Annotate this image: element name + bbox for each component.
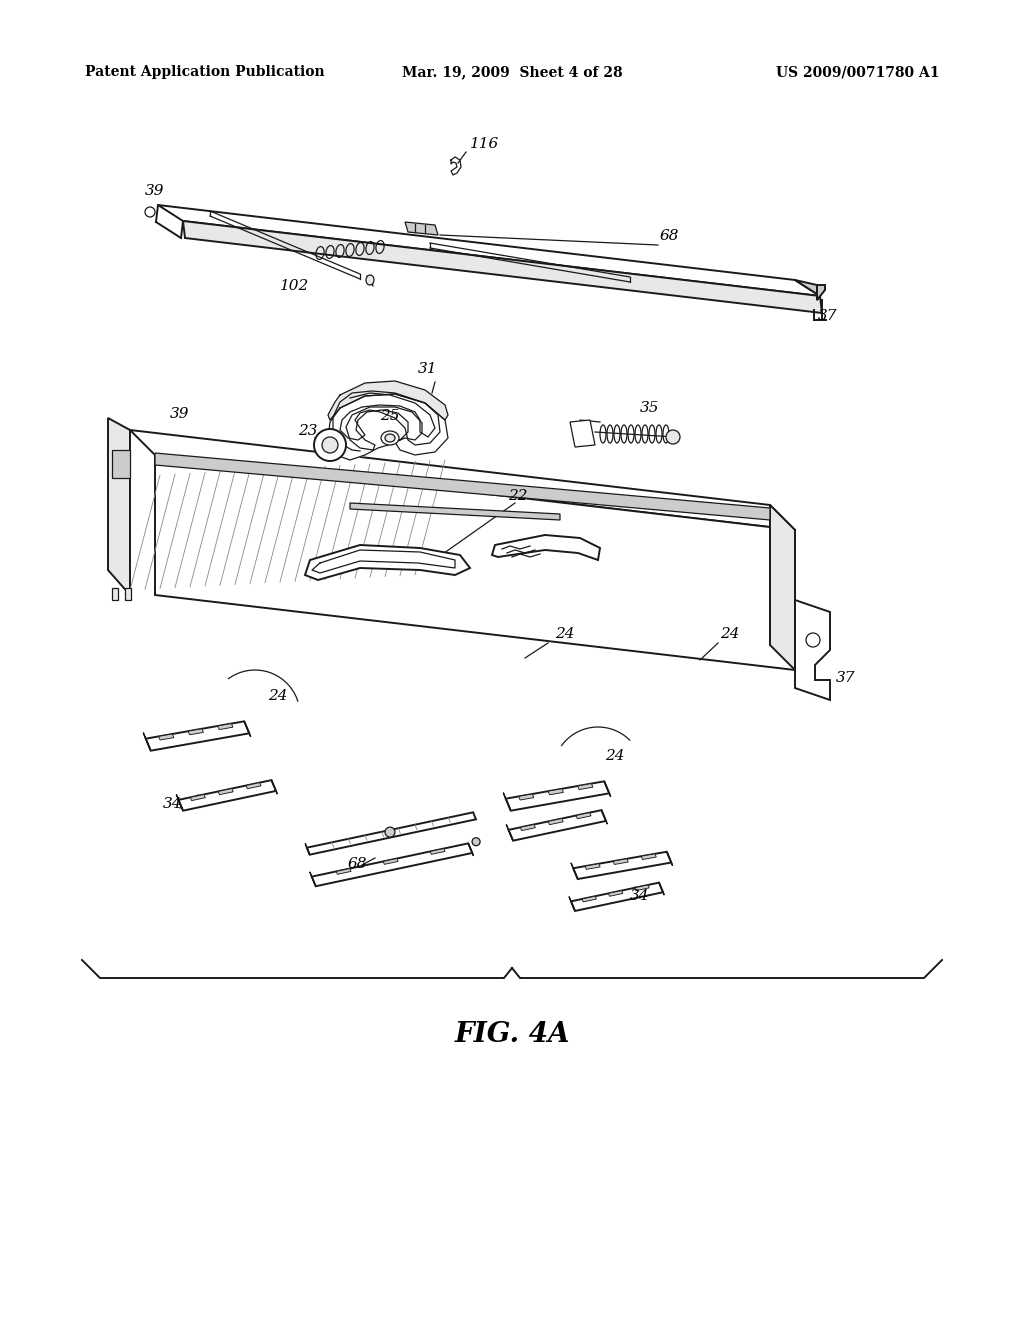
Polygon shape: [183, 220, 822, 313]
Polygon shape: [506, 781, 609, 810]
Polygon shape: [218, 723, 232, 730]
Polygon shape: [492, 535, 600, 560]
Polygon shape: [506, 825, 513, 841]
Polygon shape: [328, 381, 449, 420]
Polygon shape: [520, 825, 536, 830]
Ellipse shape: [381, 432, 399, 445]
Text: 68: 68: [660, 228, 680, 243]
Polygon shape: [246, 783, 261, 789]
Ellipse shape: [366, 275, 374, 285]
Polygon shape: [188, 729, 204, 735]
Polygon shape: [468, 843, 473, 855]
Polygon shape: [155, 453, 770, 520]
Polygon shape: [635, 884, 649, 891]
Polygon shape: [218, 788, 233, 795]
Bar: [125, 587, 131, 601]
Polygon shape: [585, 863, 600, 870]
Polygon shape: [176, 795, 183, 810]
Polygon shape: [770, 506, 795, 671]
Polygon shape: [571, 883, 663, 911]
Polygon shape: [430, 849, 445, 854]
Polygon shape: [659, 883, 665, 895]
Polygon shape: [641, 854, 656, 859]
Polygon shape: [158, 205, 820, 296]
Polygon shape: [795, 280, 820, 300]
Polygon shape: [604, 781, 610, 797]
Text: 37: 37: [836, 671, 855, 685]
Text: 22: 22: [508, 488, 527, 503]
Polygon shape: [608, 891, 623, 896]
Polygon shape: [582, 896, 596, 902]
Circle shape: [666, 430, 680, 444]
Polygon shape: [130, 430, 795, 531]
Text: 34: 34: [630, 888, 649, 903]
Text: 25: 25: [380, 409, 399, 422]
Polygon shape: [817, 285, 825, 300]
Polygon shape: [307, 812, 476, 854]
Circle shape: [385, 828, 395, 837]
Text: FIG. 4A: FIG. 4A: [455, 1022, 569, 1048]
Polygon shape: [518, 795, 534, 800]
Polygon shape: [328, 393, 449, 459]
Text: 24: 24: [268, 689, 288, 704]
Text: 34: 34: [163, 797, 182, 810]
Polygon shape: [571, 863, 578, 879]
Polygon shape: [112, 450, 130, 478]
Polygon shape: [159, 734, 174, 741]
Text: 39: 39: [170, 407, 189, 421]
Polygon shape: [577, 813, 591, 818]
Polygon shape: [190, 795, 206, 801]
Circle shape: [806, 634, 820, 647]
Text: Patent Application Publication: Patent Application Publication: [85, 65, 325, 79]
Polygon shape: [350, 503, 560, 520]
Polygon shape: [570, 420, 595, 447]
Polygon shape: [667, 851, 673, 866]
Polygon shape: [305, 843, 309, 854]
Text: 39: 39: [145, 183, 165, 198]
Text: 68: 68: [348, 857, 368, 871]
Polygon shape: [143, 733, 151, 751]
Polygon shape: [795, 601, 830, 700]
Text: 116: 116: [470, 137, 500, 150]
Circle shape: [472, 838, 480, 846]
Circle shape: [322, 437, 338, 453]
Polygon shape: [178, 780, 275, 810]
Polygon shape: [601, 810, 607, 824]
Ellipse shape: [385, 434, 395, 442]
Text: 24: 24: [605, 748, 625, 763]
Polygon shape: [503, 793, 511, 810]
Polygon shape: [271, 780, 278, 795]
Polygon shape: [509, 810, 606, 841]
Polygon shape: [108, 418, 130, 595]
Polygon shape: [245, 721, 251, 737]
Polygon shape: [548, 818, 563, 825]
Polygon shape: [569, 896, 575, 911]
Text: 31: 31: [418, 362, 437, 376]
Text: Mar. 19, 2009  Sheet 4 of 28: Mar. 19, 2009 Sheet 4 of 28: [401, 65, 623, 79]
Text: US 2009/0071780 A1: US 2009/0071780 A1: [776, 65, 940, 79]
Polygon shape: [573, 851, 672, 879]
Text: 24: 24: [720, 627, 739, 642]
Text: 35: 35: [640, 401, 659, 414]
Polygon shape: [309, 871, 315, 886]
Polygon shape: [311, 843, 472, 886]
Text: 102: 102: [280, 279, 309, 293]
Polygon shape: [145, 721, 249, 751]
Polygon shape: [578, 784, 593, 789]
Polygon shape: [613, 859, 629, 865]
Polygon shape: [548, 789, 563, 795]
Polygon shape: [383, 858, 398, 865]
Polygon shape: [406, 222, 438, 235]
Circle shape: [314, 429, 346, 461]
Text: 37: 37: [818, 309, 838, 323]
Text: 24: 24: [555, 627, 574, 642]
Bar: [112, 587, 118, 601]
Polygon shape: [305, 545, 470, 579]
Polygon shape: [336, 869, 351, 874]
Polygon shape: [155, 455, 795, 671]
Circle shape: [145, 207, 155, 216]
Text: 23: 23: [298, 424, 317, 438]
